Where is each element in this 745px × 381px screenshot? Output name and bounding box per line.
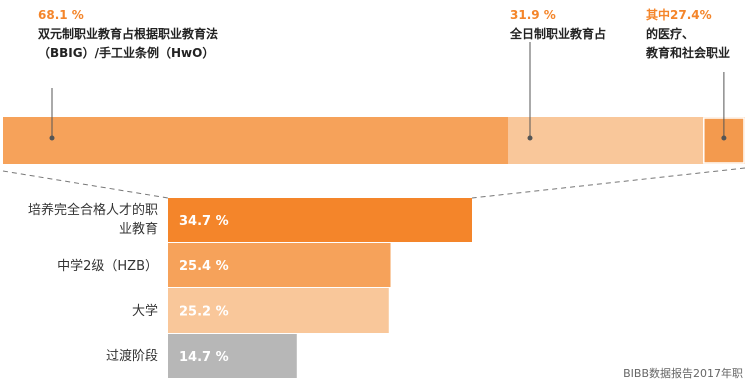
annotation-health: 其中27.4% 的医疗、 教育和社会职业 (646, 6, 730, 63)
pointer-dot-fulltime (527, 135, 533, 141)
category-label-vocational-line2: 业教育 (118, 222, 158, 237)
bar-group: 34.7 % 25.4 % 25.2 % 14.7 % (168, 198, 472, 378)
strip-segment-dual (3, 117, 509, 164)
pointer-dot-health (721, 135, 727, 141)
annotation-dual-pct: 68.1 % (38, 8, 84, 22)
category-label-hzb: 中学2级（HZB） (0, 257, 158, 276)
category-label-vocational: 培养完全合格人才的职 业教育 (0, 201, 158, 239)
annotation-fulltime-line1: 全日制职业教育占 (510, 27, 607, 41)
category-label-vocational-line1: 培养完全合格人才的职 (27, 203, 158, 218)
connector-left (2, 170, 169, 199)
stacked-strip (3, 42, 745, 164)
bar-vocational (168, 198, 472, 242)
annotation-fulltime: 31.9 % 全日制职业教育占 (510, 6, 606, 44)
category-label-transition-text: 过渡阶段 (105, 349, 158, 364)
category-label-transition: 过渡阶段 (0, 347, 158, 366)
connector-right (471, 167, 745, 199)
annotation-dual-line2: （BBIG）/手工业条例（HwO） (38, 46, 215, 60)
bar-value-label-vocational: 34.7 % (179, 214, 229, 229)
bar-value-label-transition: 14.7 % (179, 350, 229, 365)
annotation-health-line1: 的医疗、 (646, 27, 695, 41)
category-label-university: 大学 (0, 302, 158, 321)
pointer-dot-dual (49, 135, 55, 141)
bar-university (168, 288, 389, 333)
category-label-hzb-text: 中学2级（HZB） (57, 259, 158, 274)
annotation-health-line2: 教育和社会职业 (646, 46, 731, 60)
category-label-university-text: 大学 (131, 304, 158, 319)
bar-value-label-hzb: 25.4 % (179, 259, 229, 274)
bar-hzb (168, 243, 391, 287)
source-note: BIBB数据报告2017年职 (623, 367, 743, 380)
bar-transition (168, 334, 297, 378)
bar-value-label-university: 25.2 % (179, 305, 229, 320)
annotation-dual: 68.1 % 双元制职业教育占根据职业教育法 （BBIG）/手工业条例（HwO） (38, 6, 218, 63)
connector-lines (2, 167, 745, 199)
annotation-fulltime-pct: 31.9 % (510, 8, 556, 22)
annotation-dual-line1: 双元制职业教育占根据职业教育法 (38, 27, 219, 41)
annotation-health-pct: 其中27.4% (646, 8, 712, 22)
